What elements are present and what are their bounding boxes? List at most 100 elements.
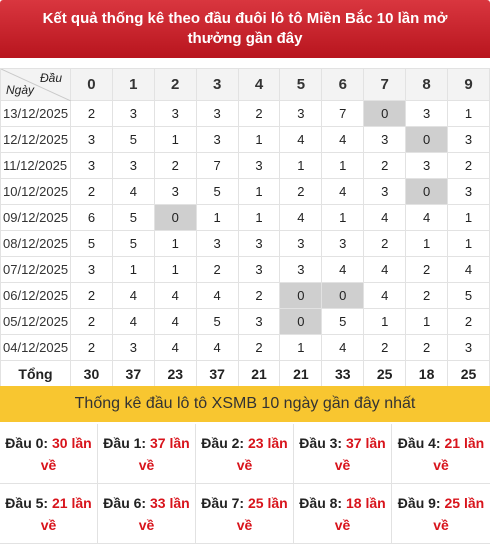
summary-item: Đầu 7: 25 lần về [196,484,294,544]
head-col-8: 8 [405,68,449,101]
count-cell: 0 [153,204,197,231]
total-value: 23 [153,360,197,388]
count-cell: 1 [111,256,155,283]
count-cell: 4 [363,204,407,231]
count-cell: 3 [70,152,113,179]
head-col-2: 2 [153,68,197,101]
head-col-9: 9 [447,68,490,101]
count-cell: 2 [195,256,239,283]
summary-count: 21 lần về [433,435,485,473]
summary-item: Đầu 4: 21 lần về [392,424,490,484]
count-cell: 2 [405,256,449,283]
head-col-7: 7 [363,68,407,101]
count-cell: 4 [321,178,365,205]
count-cell: 4 [363,256,407,283]
count-cell: 1 [447,204,490,231]
count-cell: 1 [321,152,365,179]
count-cell: 3 [153,100,197,127]
count-cell: 3 [111,334,155,361]
summary-head-label: Đầu 7: [201,495,245,511]
count-cell: 4 [363,282,407,309]
count-cell: 5 [447,282,490,309]
summary-item: Đầu 1: 37 lần về [98,424,196,484]
count-cell: 4 [279,204,323,231]
count-cell: 3 [447,334,490,361]
count-cell: 1 [405,308,449,335]
summary-banner: Thống kê đầu lô tô XSMB 10 ngày gần đây … [0,386,490,422]
count-cell: 1 [237,126,281,153]
row-date: 05/12/2025 [0,308,71,335]
page-title: Kết quả thống kê theo đầu đuôi lô tô Miề… [42,10,448,47]
table-row: 09/12/2025 6 5 0 1 1 4 1 4 4 1 [0,204,490,231]
count-cell: 2 [153,152,197,179]
count-cell: 1 [447,230,490,257]
count-cell: 4 [111,308,155,335]
head-col-1: 1 [111,68,155,101]
table-row: 04/12/2025 2 3 4 4 2 1 4 2 2 3 [0,334,490,361]
count-cell: 2 [237,100,281,127]
count-cell: 3 [405,100,449,127]
summary-item: Đầu 9: 25 lần về [392,484,490,544]
row-date: 13/12/2025 [0,100,71,127]
count-cell: 1 [405,230,449,257]
summary-count: 37 lần về [138,435,190,473]
count-cell: 1 [363,308,407,335]
table-row: 05/12/2025 2 4 4 5 3 0 5 1 1 2 [0,308,490,335]
total-value: 37 [111,360,155,388]
count-cell: 2 [70,308,113,335]
count-cell: 1 [279,334,323,361]
count-cell: 0 [363,100,407,127]
count-cell: 3 [363,126,407,153]
count-cell: 3 [405,152,449,179]
count-cell: 3 [195,100,239,127]
count-cell: 3 [321,230,365,257]
count-cell: 3 [111,152,155,179]
head-col-3: 3 [195,68,239,101]
count-cell: 3 [279,230,323,257]
total-value: 25 [363,360,407,388]
count-cell: 0 [405,126,449,153]
count-cell: 3 [70,256,113,283]
count-cell: 2 [405,282,449,309]
summary-count: 18 lần về [334,495,386,533]
total-value: 30 [70,360,113,388]
count-cell: 4 [195,334,239,361]
count-cell: 3 [195,230,239,257]
row-date: 08/12/2025 [0,230,71,257]
count-cell: 3 [279,100,323,127]
summary-head-label: Đầu 6: [103,495,147,511]
stats-table-body: 13/12/2025 2 3 3 3 2 3 7 0 3 1 12/12/2025 3 5 1 3 1 4 4 3 0 3… [0,100,490,388]
total-value: 21 [237,360,281,388]
count-cell: 1 [195,204,239,231]
count-cell: 1 [321,204,365,231]
count-cell: 1 [237,204,281,231]
table-row: 06/12/2025 2 4 4 4 2 0 0 4 2 5 [0,282,490,309]
summary-banner-text: Thống kê đầu lô tô XSMB 10 ngày gần đây … [74,395,416,412]
count-cell: 3 [237,152,281,179]
stats-table: Đầu Ngày 0 1 2 3 4 5 6 7 8 9 13/12/2025 2… [0,68,490,388]
count-cell: 1 [279,152,323,179]
count-cell: 4 [111,178,155,205]
corner-label-head: Đầu [39,71,62,85]
total-value: 37 [195,360,239,388]
count-cell: 2 [363,152,407,179]
table-row: 07/12/2025 3 1 1 2 3 3 4 4 2 4 [0,256,490,283]
count-cell: 5 [195,178,239,205]
summary-grid: Đầu 0: 30 lần về Đầu 1: 37 lần về Đầu 2: 2… [0,424,490,544]
summary-count: 25 lần về [433,495,485,533]
total-label: Tổng [0,360,71,388]
count-cell: 1 [153,126,197,153]
table-header-row: Đầu Ngày 0 1 2 3 4 5 6 7 8 9 [0,68,490,101]
summary-head-label: Đầu 8: [299,495,343,511]
head-col-4: 4 [237,68,281,101]
summary-head-label: Đầu 5: [5,495,49,511]
head-col-0: 0 [70,68,113,101]
table-row: 12/12/2025 3 5 1 3 1 4 4 3 0 3 [0,126,490,153]
corner-label-date: Ngày [6,83,35,97]
total-value: 33 [321,360,365,388]
count-cell: 4 [153,282,197,309]
count-cell: 3 [279,256,323,283]
row-date: 10/12/2025 [0,178,71,205]
summary-item: Đầu 6: 33 lần về [98,484,196,544]
count-cell: 3 [447,126,490,153]
